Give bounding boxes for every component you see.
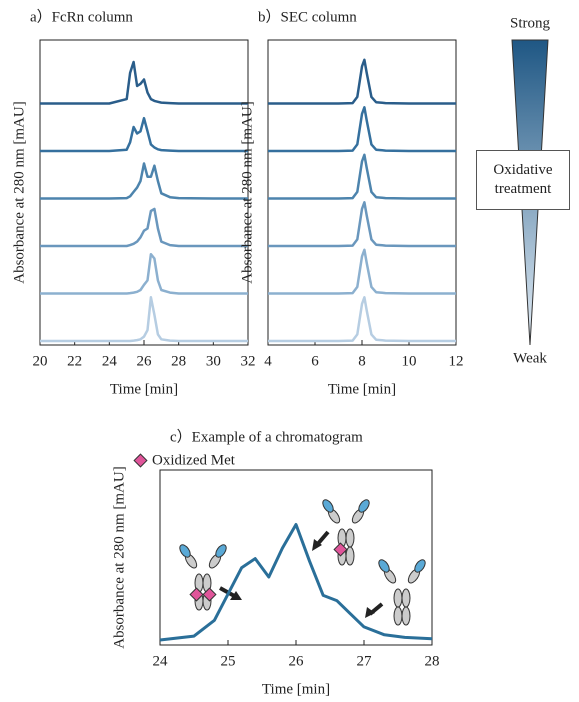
series-line (268, 106, 456, 153)
series-line (268, 153, 456, 200)
x-tick-label: 28 (171, 353, 186, 369)
x-tick-label: 26 (137, 353, 153, 369)
strong-label: Strong (510, 15, 551, 31)
y-axis-label: Absorbance at 280 nm [mAU] (111, 466, 127, 648)
series-line (40, 162, 248, 200)
x-tick-label: 27 (357, 653, 373, 669)
series-line (40, 116, 248, 153)
series-line (268, 248, 456, 295)
series-line (159, 523, 433, 642)
x-tick-label: 6 (311, 353, 319, 369)
x-tick-label: 28 (425, 653, 440, 669)
x-tick-label: 10 (402, 353, 417, 369)
x-tick-label: 4 (264, 353, 272, 369)
chart-title: b）SEC column (258, 8, 357, 25)
series-line (40, 252, 248, 295)
x-tick-label: 12 (449, 353, 464, 369)
antibody-icons (177, 497, 428, 626)
annotation-marker (133, 453, 148, 468)
chart-title: a）FcRn column (30, 8, 133, 25)
series-line (268, 58, 456, 105)
series-line (268, 201, 456, 248)
x-tick-label: 24 (102, 353, 118, 369)
treatment-label: Oxidative treatment (476, 150, 570, 210)
annotation: Oxidized Met (152, 452, 236, 468)
series-line (40, 296, 248, 343)
x-tick-label: 22 (67, 353, 82, 369)
plot-frame (39, 39, 249, 346)
plot-frame (267, 39, 457, 346)
x-tick-label: 26 (289, 653, 305, 669)
y-axis-label: Absorbance at 280 nm [mAU] (239, 101, 255, 283)
x-axis-label: Time [min] (262, 681, 330, 697)
series-line (40, 207, 248, 248)
plot-frame (159, 469, 433, 646)
weak-label: Weak (513, 350, 547, 366)
x-tick-label: 32 (241, 353, 256, 369)
series-line (40, 60, 248, 105)
x-axis-label: Time [min] (328, 381, 396, 397)
y-axis-label: Absorbance at 280 nm [mAU] (11, 101, 27, 283)
series-line (268, 296, 456, 343)
x-tick-label: 24 (153, 653, 169, 669)
x-tick-label: 25 (221, 653, 236, 669)
x-axis-label: Time [min] (110, 381, 178, 397)
x-tick-label: 8 (358, 353, 366, 369)
x-tick-label: 30 (206, 353, 221, 369)
x-tick-label: 20 (33, 353, 48, 369)
chart-title: c）Example of a chromatogram (170, 428, 363, 445)
